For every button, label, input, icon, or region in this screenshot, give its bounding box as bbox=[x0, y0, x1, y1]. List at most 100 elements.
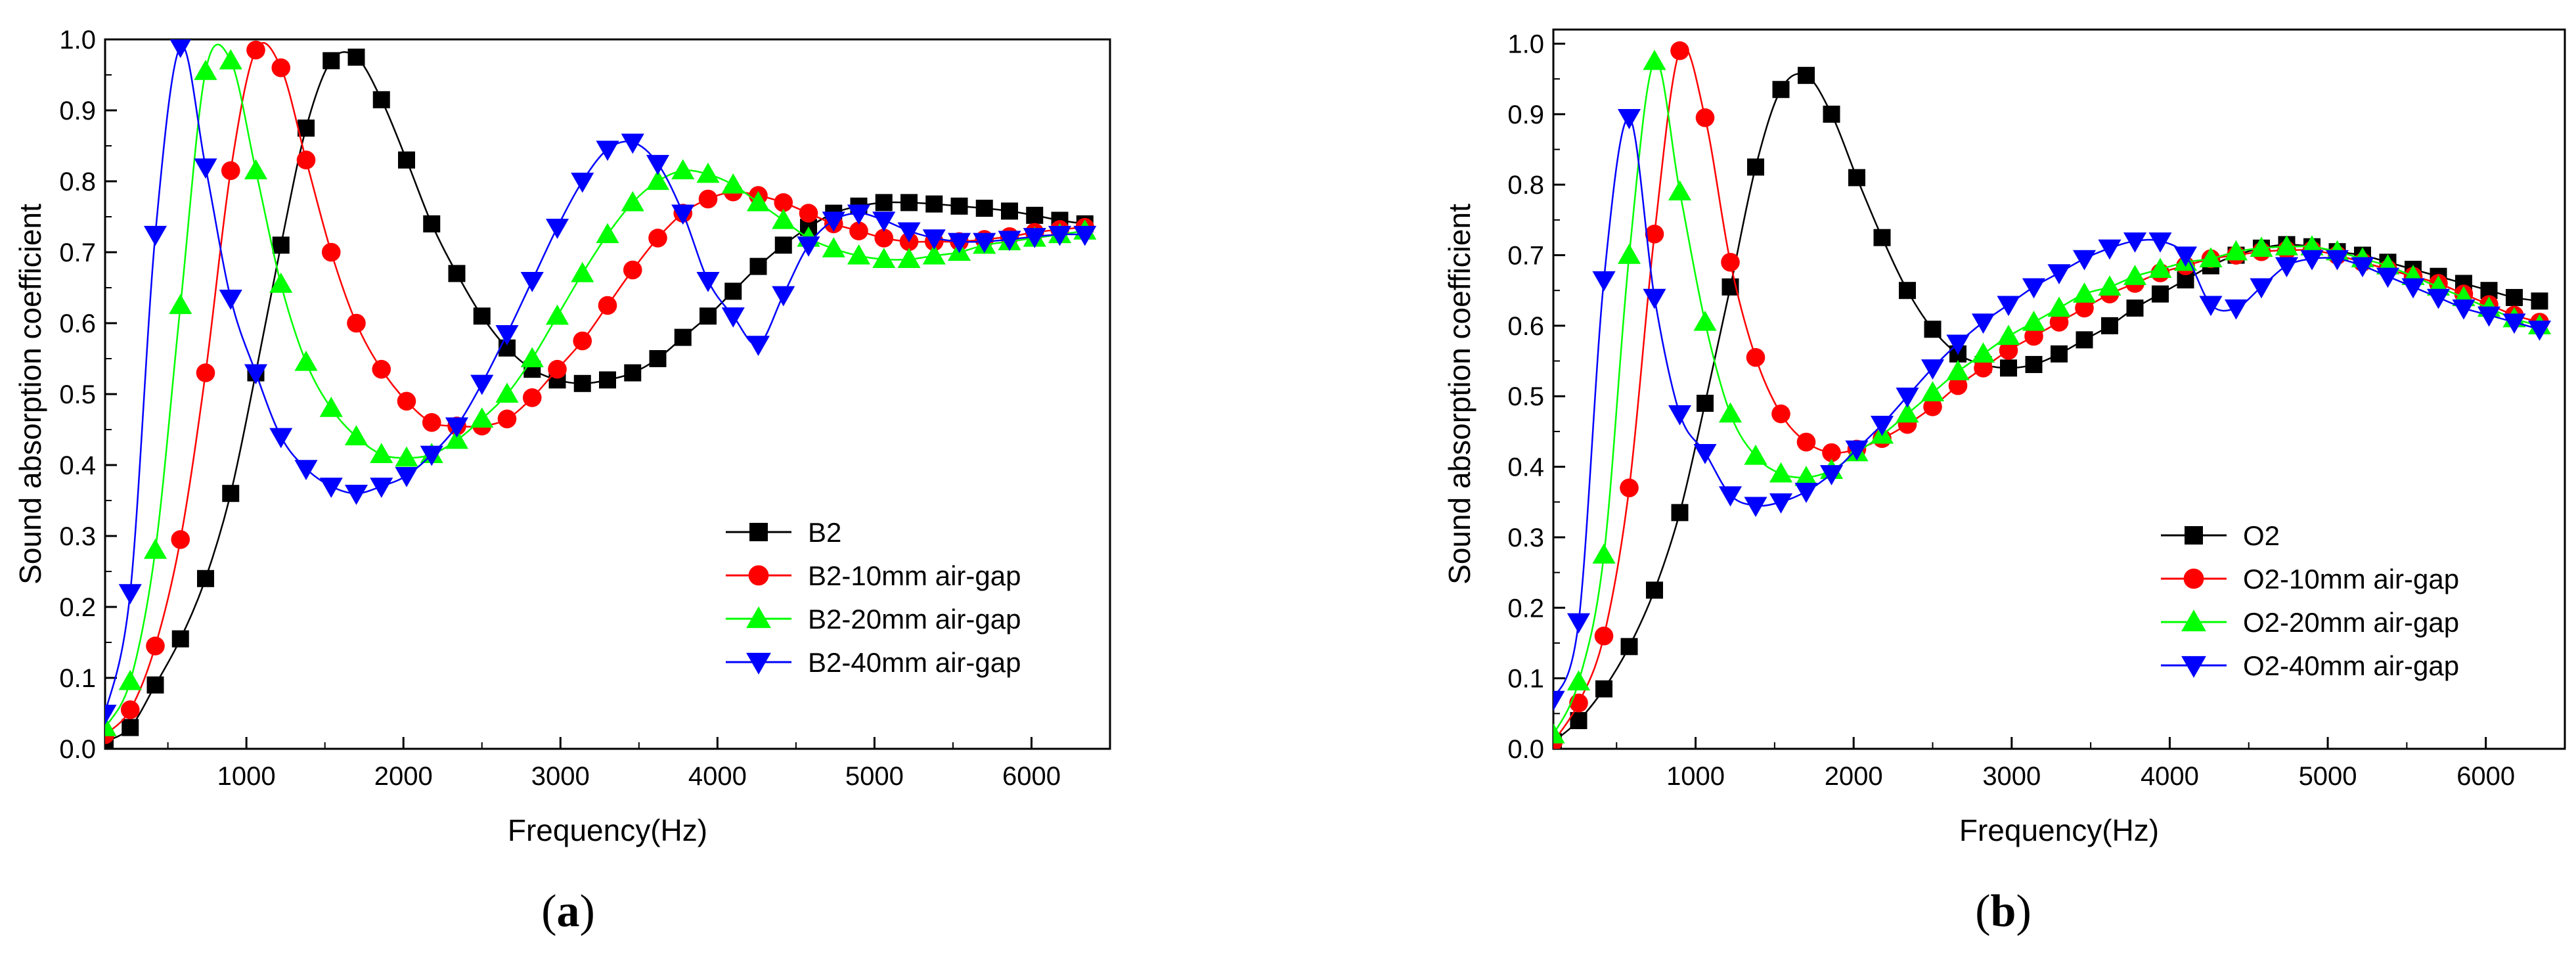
data-point bbox=[219, 290, 242, 310]
data-point bbox=[724, 282, 742, 300]
legend-item: O2-20mm air-gap bbox=[2161, 607, 2459, 638]
data-point bbox=[721, 173, 745, 194]
data-point bbox=[2098, 239, 2121, 260]
data-point bbox=[1971, 313, 1995, 334]
legend-label: O2 bbox=[2243, 520, 2280, 551]
data-point bbox=[721, 307, 745, 328]
y-tick-label: 0.9 bbox=[59, 97, 96, 125]
legend-marker bbox=[746, 652, 771, 675]
data-point bbox=[1073, 225, 1097, 246]
data-point bbox=[2101, 317, 2118, 334]
data-point bbox=[269, 273, 293, 293]
data-point bbox=[1896, 402, 1919, 423]
data-point bbox=[1948, 376, 1968, 395]
legend-marker bbox=[748, 565, 769, 586]
data-point bbox=[196, 363, 215, 382]
data-point bbox=[872, 212, 896, 232]
data-point bbox=[1617, 243, 1641, 264]
data-point bbox=[1899, 282, 1916, 300]
data-point bbox=[2022, 278, 2046, 299]
data-point bbox=[1747, 158, 1764, 176]
legend-marker bbox=[746, 606, 771, 629]
data-point bbox=[1823, 105, 1840, 123]
data-point bbox=[1997, 296, 2020, 317]
data-point bbox=[194, 60, 217, 80]
legend-label: B2-40mm air-gap bbox=[808, 647, 1021, 678]
data-point bbox=[1769, 462, 1793, 483]
legend-label: O2-40mm air-gap bbox=[2243, 650, 2459, 681]
data-point bbox=[169, 294, 192, 315]
y-tick-label: 0.8 bbox=[1507, 171, 1544, 200]
y-tick-label: 0.1 bbox=[1507, 665, 1544, 694]
data-point bbox=[272, 236, 290, 254]
legend-label: O2-10mm air-gap bbox=[2243, 564, 2459, 594]
data-point bbox=[1695, 108, 1715, 127]
data-point bbox=[197, 569, 214, 587]
data-point bbox=[874, 229, 894, 248]
data-point bbox=[698, 189, 718, 209]
data-point bbox=[1592, 543, 1616, 564]
data-point bbox=[2199, 296, 2223, 317]
data-point bbox=[774, 236, 792, 254]
data-point bbox=[548, 359, 567, 379]
data-point bbox=[1873, 229, 1891, 246]
data-point bbox=[2123, 232, 2147, 253]
tick-labels: 1000 2000 3000 4000 5000 6000 0.0 0.1 0.2 0.3 0.4 0… bbox=[1507, 30, 2515, 791]
series-o2-10mm-air-gap bbox=[1553, 41, 2549, 749]
data-point bbox=[520, 272, 544, 292]
data-point bbox=[2250, 278, 2273, 299]
data-point bbox=[319, 397, 343, 417]
data-point bbox=[1974, 358, 1993, 378]
data-point bbox=[1001, 202, 1018, 220]
y-tick-label: 1.0 bbox=[1507, 30, 1544, 58]
data-point bbox=[169, 39, 191, 58]
data-point bbox=[696, 162, 720, 183]
y-tick-label: 0.5 bbox=[59, 380, 96, 409]
data-point bbox=[143, 539, 167, 559]
data-point bbox=[1617, 109, 1641, 129]
data-point bbox=[1794, 482, 1818, 503]
data-point bbox=[1671, 504, 1689, 522]
data-point bbox=[571, 172, 594, 193]
data-point bbox=[470, 407, 494, 428]
data-point bbox=[370, 443, 393, 463]
data-point bbox=[646, 154, 670, 175]
data-point bbox=[847, 204, 871, 225]
data-point bbox=[1718, 486, 1743, 507]
legend-marker bbox=[2181, 610, 2206, 632]
legend-item: B2-20mm air-gap bbox=[726, 604, 1021, 635]
data-point bbox=[143, 225, 167, 246]
data-point bbox=[2531, 292, 2548, 310]
data-point bbox=[1946, 360, 1970, 380]
data-point bbox=[395, 467, 418, 487]
data-point bbox=[2072, 282, 2097, 303]
data-point bbox=[118, 669, 142, 690]
legend-item: B2-40mm air-gap bbox=[726, 647, 1021, 678]
data-point bbox=[2426, 288, 2451, 309]
series-b2-40mm-air-gap bbox=[105, 39, 1097, 725]
data-point bbox=[2275, 257, 2299, 278]
data-point bbox=[2047, 264, 2071, 284]
data-point bbox=[1870, 416, 1894, 436]
data-point bbox=[1769, 493, 1793, 514]
data-point bbox=[2325, 250, 2349, 271]
data-point bbox=[797, 236, 820, 257]
x-tick-label: 6000 bbox=[2456, 762, 2515, 791]
data-point bbox=[2275, 235, 2299, 256]
series-o2-40mm-air-gap bbox=[1553, 109, 2552, 711]
y-tick-label: 0.8 bbox=[59, 167, 96, 196]
data-point bbox=[347, 49, 365, 66]
data-point bbox=[120, 700, 140, 719]
series-clip-group bbox=[105, 39, 1097, 749]
data-point bbox=[822, 212, 845, 232]
data-point bbox=[598, 296, 617, 315]
data-point bbox=[423, 215, 441, 233]
chart-panel-b: 1000 2000 3000 4000 5000 6000 0.0 0.1 0.2 0.3 0.4 0… bbox=[1442, 28, 2566, 937]
data-point bbox=[1848, 169, 1865, 187]
data-point bbox=[1048, 225, 1072, 246]
x-tick-label: 4000 bbox=[688, 762, 747, 791]
y-tick-label: 0.5 bbox=[1507, 382, 1544, 411]
data-point bbox=[2527, 321, 2552, 341]
data-point bbox=[2199, 247, 2223, 268]
data-point bbox=[2075, 298, 2094, 318]
